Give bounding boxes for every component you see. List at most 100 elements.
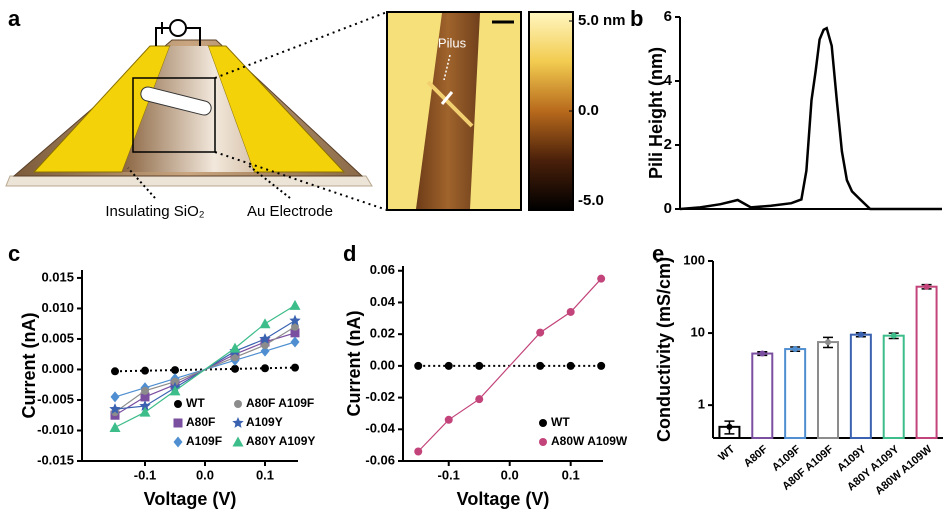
y-axis-label: Pili Height (nm) <box>646 47 666 179</box>
colorbar <box>528 11 574 211</box>
height-profile <box>679 26 942 211</box>
y-tick-label: 0.000 <box>41 361 74 376</box>
legend-marker <box>173 436 183 448</box>
device-diagram: Insulating SiO₂ Au Electrode <box>5 11 388 220</box>
data-point <box>597 361 606 370</box>
y-tick-label: 6 <box>664 8 672 25</box>
x-tick-label: 0.0 <box>501 467 519 482</box>
y-axis-label: Conductivity (mS/cm) <box>654 257 674 442</box>
y-tick-label: -0.015 <box>37 452 74 467</box>
x-axis-label: Voltage (V) <box>457 489 550 509</box>
y-tick-label: 4 <box>664 72 673 89</box>
bar <box>751 352 774 439</box>
colorbar-tick-label: 0.0 <box>578 102 599 119</box>
profile-marker <box>440 91 454 105</box>
insulator-label: Insulating SiO₂ <box>105 203 204 220</box>
data-point <box>141 386 149 395</box>
substrate <box>5 175 373 187</box>
data-point <box>536 361 545 370</box>
data-point <box>414 361 423 370</box>
y-tick-label: 0.06 <box>370 262 395 277</box>
circuit-wire <box>186 27 201 46</box>
y-tick-label: -0.005 <box>37 391 74 406</box>
data-point <box>291 363 299 372</box>
label-arrow <box>127 167 156 199</box>
data-point <box>171 377 179 386</box>
colorbar-tick-label: 5.0 nm <box>578 12 626 29</box>
panel-label: a <box>8 6 21 31</box>
y-tick-label: -0.02 <box>365 389 395 404</box>
bar-point <box>890 332 897 339</box>
data-point <box>261 364 269 373</box>
y-tick-label: -0.04 <box>365 421 395 436</box>
data-point <box>289 299 301 310</box>
bar-point <box>792 346 799 353</box>
data-point <box>475 361 484 370</box>
legend-marker <box>173 418 183 428</box>
data-point <box>260 345 270 357</box>
y-tick-label: 2 <box>664 136 672 153</box>
data-point <box>444 415 453 424</box>
x-tick-label: WT <box>716 443 737 463</box>
panel-label: e <box>652 241 664 266</box>
panel-label: d <box>343 241 356 266</box>
y-tick-label: 0 <box>664 200 672 217</box>
data-point <box>259 318 271 329</box>
data-point <box>111 367 119 376</box>
x-tick-label: -0.1 <box>134 467 156 482</box>
bar-point <box>923 283 930 290</box>
data-point <box>291 322 299 331</box>
panel-label: b <box>630 6 643 31</box>
legend-label: A80Y A109Y <box>246 434 315 448</box>
y-tick-label: 0.04 <box>370 294 396 309</box>
y-tick-label: 0.015 <box>41 269 74 284</box>
y-tick-label: 0.010 <box>41 300 74 315</box>
data-point <box>229 342 241 353</box>
data-point <box>261 341 269 350</box>
data-point <box>475 395 484 404</box>
zoom-line <box>214 151 388 211</box>
zoom-line <box>214 11 388 79</box>
y-tick-label: 0.02 <box>370 326 395 341</box>
data-point <box>109 421 121 432</box>
bar-point <box>759 350 766 357</box>
label-arrow <box>247 164 291 199</box>
pilus-arrow <box>443 54 451 81</box>
legend-label: WT <box>551 415 570 429</box>
y-axis-label: Current (nA) <box>19 313 39 419</box>
zoom-box <box>132 77 216 153</box>
legend-marker <box>539 438 547 446</box>
data-point <box>566 307 575 316</box>
data-point <box>444 361 453 370</box>
legend-label: A80F <box>186 415 215 429</box>
y-tick-label: -0.010 <box>37 422 74 437</box>
data-point <box>169 385 181 396</box>
x-tick-label: 0.1 <box>256 467 274 482</box>
panel-label: c <box>8 241 20 266</box>
legend-marker <box>232 417 244 428</box>
legend-marker <box>174 400 182 408</box>
y-tick-label: 0.005 <box>41 330 74 345</box>
y-tick-label: 100 <box>683 252 705 267</box>
data-point <box>566 361 575 370</box>
y-tick-label: -0.06 <box>365 452 395 467</box>
data-point <box>289 314 301 326</box>
series-line <box>114 304 296 428</box>
x-tick-label: A80F <box>742 443 771 470</box>
legend-label: A109Y <box>246 415 283 429</box>
legend-label: A80F A109F <box>246 396 314 410</box>
data-point <box>171 366 179 375</box>
legend-label: WT <box>186 396 205 410</box>
colorbar-tick-label: -5.0 <box>578 192 604 209</box>
legend-marker <box>232 436 244 447</box>
data-point <box>290 336 300 348</box>
bar <box>817 341 839 440</box>
y-axis-label: Current (nA) <box>344 311 364 417</box>
electrode-label: Au Electrode <box>247 203 333 220</box>
x-tick-label: 0.1 <box>562 467 580 482</box>
bar <box>915 285 938 439</box>
data-point <box>414 447 423 456</box>
